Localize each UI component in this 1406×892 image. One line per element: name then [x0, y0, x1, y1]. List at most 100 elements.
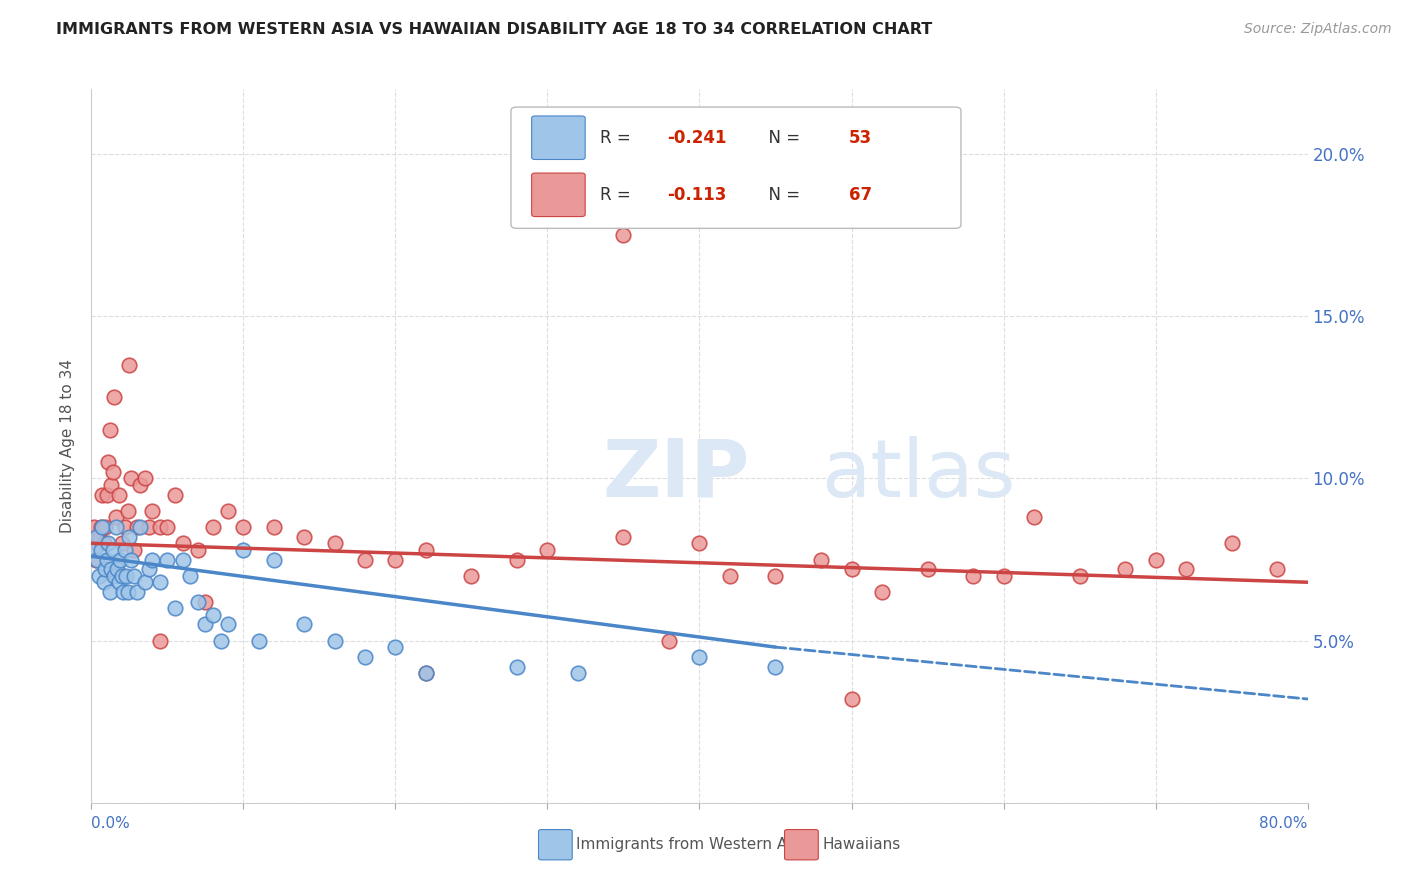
Point	[105, 562, 128, 576]
Text: atlas: atlas	[821, 435, 1015, 514]
Point	[91, 488, 114, 502]
Point	[917, 562, 939, 576]
Point	[104, 510, 127, 524]
Point	[87, 568, 110, 582]
Point	[292, 617, 315, 632]
Point	[110, 552, 132, 566]
Point	[232, 520, 254, 534]
Point	[134, 575, 156, 590]
Point	[94, 520, 117, 534]
Point	[91, 520, 114, 534]
FancyBboxPatch shape	[531, 173, 585, 217]
Point	[117, 504, 139, 518]
Text: ZIP: ZIP	[602, 435, 749, 514]
Point	[114, 542, 136, 557]
Point	[292, 530, 315, 544]
Point	[103, 390, 125, 404]
Point	[202, 520, 225, 534]
Point	[149, 520, 172, 534]
Point	[163, 601, 186, 615]
Point	[100, 478, 122, 492]
Point	[163, 488, 186, 502]
Point	[194, 617, 217, 632]
Point	[506, 552, 529, 566]
Point	[86, 536, 108, 550]
Point	[156, 520, 179, 534]
Point	[217, 617, 239, 632]
Point	[172, 536, 194, 550]
Text: -0.241: -0.241	[666, 128, 725, 146]
Point	[125, 520, 148, 534]
Point	[1022, 510, 1045, 524]
Point	[536, 542, 558, 557]
Text: N =: N =	[758, 128, 806, 146]
Point	[658, 633, 681, 648]
Point	[104, 520, 127, 534]
Text: IMMIGRANTS FROM WESTERN ASIA VS HAWAIIAN DISABILITY AGE 18 TO 34 CORRELATION CHA: IMMIGRANTS FROM WESTERN ASIA VS HAWAIIAN…	[56, 22, 932, 37]
Point	[187, 595, 209, 609]
Point	[810, 552, 832, 566]
Point	[138, 562, 160, 576]
Point	[870, 585, 893, 599]
Point	[118, 530, 141, 544]
Point	[612, 530, 634, 544]
Point	[1144, 552, 1167, 566]
Point	[567, 666, 589, 681]
Point	[247, 633, 270, 648]
Point	[460, 568, 482, 582]
Point	[98, 423, 121, 437]
Point	[112, 585, 135, 599]
Point	[1114, 562, 1136, 576]
Point	[83, 542, 105, 557]
Point	[841, 692, 863, 706]
Point	[111, 536, 134, 550]
Point	[232, 542, 254, 557]
Text: 0.0%: 0.0%	[91, 816, 131, 830]
Text: R =: R =	[600, 186, 641, 203]
Point	[101, 542, 124, 557]
Point	[263, 552, 285, 566]
Point	[718, 568, 741, 582]
Text: Source: ZipAtlas.com: Source: ZipAtlas.com	[1244, 22, 1392, 37]
Point	[87, 530, 110, 544]
Point	[120, 552, 142, 566]
Point	[86, 552, 108, 566]
Point	[129, 478, 152, 492]
Text: Immigrants from Western Asia: Immigrants from Western Asia	[576, 838, 810, 852]
Text: 67: 67	[849, 186, 872, 203]
Point	[89, 542, 111, 557]
Point	[97, 536, 120, 550]
Text: 53: 53	[849, 128, 872, 146]
Point	[107, 575, 129, 590]
Point	[1175, 562, 1198, 576]
Point	[187, 542, 209, 557]
Point	[506, 659, 529, 673]
Point	[93, 536, 115, 550]
FancyBboxPatch shape	[510, 107, 960, 228]
Point	[149, 575, 172, 590]
Point	[83, 520, 105, 534]
Point	[120, 471, 142, 485]
Point	[100, 562, 122, 576]
FancyBboxPatch shape	[531, 116, 585, 160]
Point	[96, 488, 118, 502]
Point	[96, 552, 118, 566]
Point	[202, 607, 225, 622]
Point	[217, 504, 239, 518]
Point	[841, 562, 863, 576]
Point	[122, 568, 145, 582]
Point	[122, 542, 145, 557]
Text: 80.0%: 80.0%	[1260, 816, 1308, 830]
Point	[323, 536, 346, 550]
Point	[129, 520, 152, 534]
Point	[141, 504, 163, 518]
Point	[172, 552, 194, 566]
Point	[93, 575, 115, 590]
Point	[384, 552, 406, 566]
Text: Hawaiians: Hawaiians	[823, 838, 901, 852]
Text: -0.113: -0.113	[666, 186, 725, 203]
Point	[209, 633, 232, 648]
Point	[134, 471, 156, 485]
Point	[179, 568, 201, 582]
Point	[1069, 568, 1091, 582]
